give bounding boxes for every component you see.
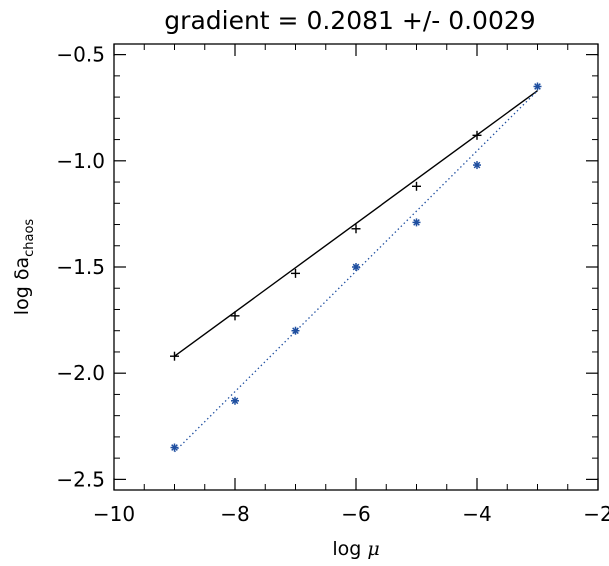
x-tick-label: −8: [220, 502, 249, 526]
x-tick-label: −6: [341, 502, 370, 526]
y-axis-label-subscript: chaos: [22, 219, 37, 257]
x-tick-labels: −10 −8 −6 −4 −2: [93, 502, 609, 526]
minor-ticks: [114, 44, 598, 490]
y-axis-label: log δachaos: [11, 219, 37, 316]
y-tick-label: −0.5: [56, 43, 105, 67]
data-point-stroke: [413, 219, 420, 226]
chart-title: gradient = 0.2081 +/- 0.0029: [164, 6, 535, 35]
y-axis-label-main: log δa: [11, 257, 33, 315]
data-point-stroke: [231, 397, 239, 405]
x-axis-label-symbol: μ: [367, 538, 379, 560]
data-point: [230, 311, 240, 321]
y-tick-label: −1.5: [56, 255, 105, 279]
fit-lines: [174, 90, 538, 453]
x-axis-label-prefix: log: [332, 538, 367, 560]
data-point: [291, 326, 300, 335]
data-point: [473, 161, 481, 170]
y-tick-label: −2.0: [56, 361, 105, 385]
data-point-stroke: [171, 444, 178, 451]
data-points: [170, 82, 542, 452]
data-point: [352, 263, 360, 271]
data-point-stroke: [534, 83, 541, 90]
data-point: [170, 351, 179, 361]
x-tick-label: −4: [462, 502, 491, 526]
data-point: [412, 181, 421, 191]
data-point: [533, 82, 542, 91]
data-point: [291, 268, 300, 278]
major-ticks: [113, 44, 599, 490]
data-point-stroke: [352, 263, 360, 271]
y-tick-labels: −2.5 −2.0 −1.5 −1.0 −0.5: [56, 43, 105, 492]
data-point-stroke: [473, 161, 481, 169]
data-point: [170, 443, 179, 452]
data-point: [231, 396, 239, 405]
y-tick-label: −1.0: [56, 149, 105, 173]
y-tick-label: −2.5: [56, 467, 105, 491]
fit-line-1: [174, 90, 538, 357]
fit-line-2: [174, 90, 538, 453]
x-tick-label: −2: [583, 502, 609, 526]
data-point: [351, 224, 361, 234]
data-point: [472, 130, 482, 140]
x-axis-label: log μ: [332, 538, 379, 560]
data-point-stroke: [292, 327, 299, 335]
x-tick-label: −10: [93, 502, 135, 526]
data-point: [412, 218, 421, 227]
